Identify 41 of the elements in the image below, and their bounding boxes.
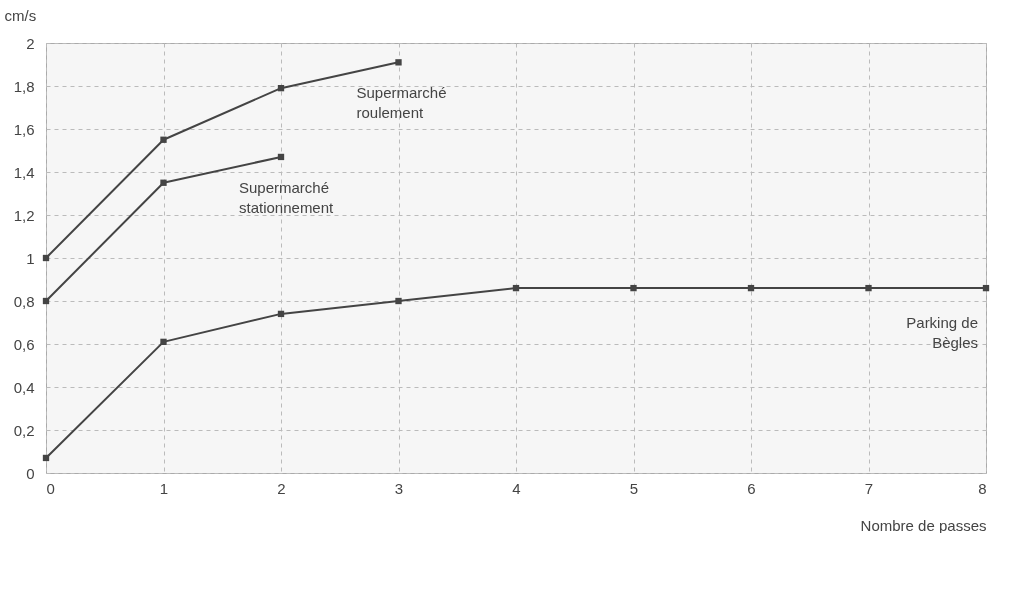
x-tick-label: 3 <box>394 479 404 497</box>
y-tick-label: 0,4 <box>13 378 35 396</box>
x-tick-label: 1 <box>159 479 169 497</box>
series-label: Supermarché stationnement <box>239 178 335 216</box>
y-tick-label: 1,8 <box>13 77 35 95</box>
x-tick-label: 8 <box>978 479 987 497</box>
y-tick-label: 0 <box>26 464 35 482</box>
point <box>160 136 167 143</box>
point <box>982 284 990 292</box>
point <box>630 284 637 292</box>
point <box>865 284 872 292</box>
point <box>395 59 402 66</box>
point <box>512 284 520 292</box>
x-tick-label: 6 <box>747 479 756 497</box>
x-tick-label: 5 <box>629 479 639 497</box>
point <box>42 254 50 262</box>
x-tick-label: 4 <box>512 479 521 497</box>
x-tick-label: 7 <box>864 479 874 497</box>
x-tick-label: 2 <box>277 479 286 497</box>
point <box>160 338 167 346</box>
y-tick-label: 0,6 <box>13 335 35 353</box>
x-tick-label: 0 <box>46 479 55 497</box>
point <box>277 84 285 92</box>
y-tick-label: 0,2 <box>13 421 35 439</box>
series-label: Supermarché roulement <box>356 84 447 122</box>
y-tick-label: 1,6 <box>13 120 35 138</box>
point <box>395 297 402 305</box>
series-label: Parking de Bègles <box>906 314 978 352</box>
point <box>160 179 167 186</box>
y-tick-label: 1,2 <box>13 206 35 224</box>
point <box>42 454 50 462</box>
y-tick-label: 1,4 <box>13 163 35 181</box>
point <box>277 310 285 318</box>
x-axis-title: Nombre de passes <box>860 516 987 534</box>
point <box>747 284 755 292</box>
y-tick-label: 0,8 <box>13 292 35 310</box>
y-axis-title: cm/s <box>4 6 37 24</box>
y-tick-label: 2 <box>26 34 35 52</box>
y-tick-label: 1 <box>26 249 35 267</box>
point <box>277 153 285 161</box>
point <box>42 297 50 305</box>
